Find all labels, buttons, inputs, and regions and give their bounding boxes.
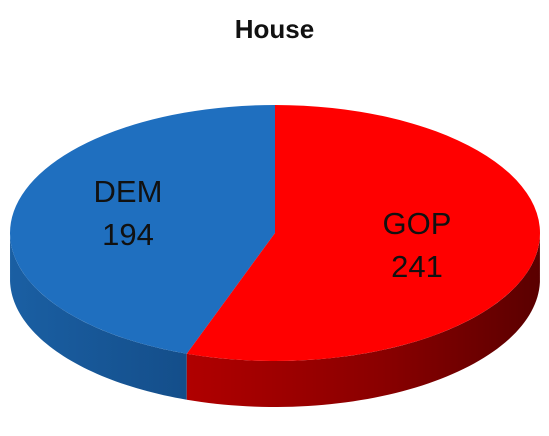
pie-slice-dem-side: [10, 235, 187, 400]
chart-title: House: [234, 14, 315, 44]
pie-slice-gop-side: [186, 236, 540, 407]
pie-slice-dem: [10, 105, 275, 354]
slice-label-dem: DEM: [94, 174, 163, 209]
pie-slice-gop: [186, 105, 540, 361]
slice-label-gop: GOP: [383, 206, 452, 241]
slice-value-dem: 194: [102, 217, 154, 252]
slice-value-gop: 241: [391, 249, 443, 284]
